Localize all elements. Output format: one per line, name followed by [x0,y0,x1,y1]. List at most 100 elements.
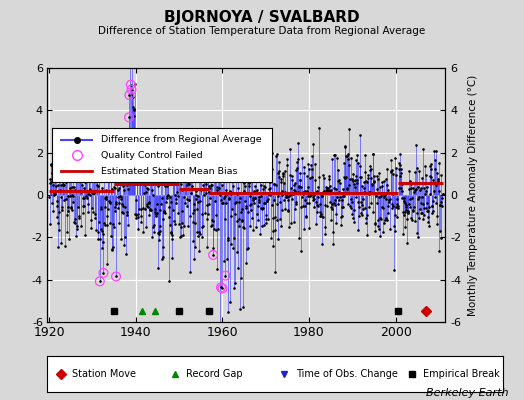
Point [342,153,350,160]
Point [361,169,369,176]
Point [279,170,288,176]
Point [245,193,254,199]
Point [385,190,393,197]
Point [60,188,68,194]
Point [97,204,105,210]
Point [218,200,226,206]
Point [148,146,156,152]
Point [331,151,339,158]
Point [112,198,120,205]
Point [141,180,149,186]
Point [203,244,211,250]
Point [93,166,102,172]
Point [308,166,316,172]
Point [407,185,416,192]
Point [158,256,167,262]
Point [117,208,126,215]
Point [136,136,144,142]
Point [372,190,380,197]
Point [105,199,114,205]
Point [227,206,236,213]
Point [233,248,241,255]
Point [332,210,340,217]
Point [199,186,207,193]
Point [70,184,79,190]
Point [250,188,258,194]
Point [403,240,411,246]
Point [140,206,149,212]
Point [400,195,409,201]
Point [147,179,155,185]
Point [150,229,158,236]
Point [283,162,291,168]
Point [125,92,134,98]
Point [215,156,223,163]
Point [402,204,411,210]
Point [396,151,405,157]
Point [59,181,68,188]
Point [353,176,362,183]
Point [422,188,430,194]
Point [318,241,326,247]
Point [201,210,209,216]
Point [411,169,419,175]
Point [231,200,239,207]
Point [114,185,123,191]
Point [304,200,313,206]
Point [135,175,144,182]
Point [362,215,370,221]
Point [286,192,294,198]
Point [158,175,166,182]
Point [84,191,92,198]
Point [242,205,250,211]
Point [183,181,192,188]
Point [378,178,387,185]
Point [85,157,94,163]
Point [91,215,100,221]
Point [59,182,67,189]
Point [106,220,114,226]
Point [296,177,304,183]
Point [365,204,374,210]
Point [91,211,99,217]
Point [356,163,365,169]
Point [385,197,394,204]
Point [359,189,368,195]
Point [410,180,419,186]
Point [349,215,357,221]
Point [355,174,364,180]
Point [271,226,280,233]
Point [262,212,270,218]
Point [327,187,335,193]
Point [255,230,264,237]
Point [302,213,310,220]
Point [209,252,217,258]
Point [404,208,412,215]
Point [241,183,249,189]
Point [119,242,128,248]
Point [95,219,104,226]
Point [236,194,244,201]
Point [379,191,388,197]
Point [309,141,317,147]
Point [213,183,222,190]
Text: BJORNOYA / SVALBARD: BJORNOYA / SVALBARD [164,10,360,25]
Point [138,229,147,235]
Point [422,184,431,190]
Point [191,163,199,170]
Point [427,174,435,180]
Point [59,152,67,158]
Point [420,211,428,218]
Point [243,156,251,163]
Point [187,163,195,169]
Point [271,269,279,276]
Point [122,212,130,219]
Point [386,226,394,232]
Point [233,191,242,197]
Point [372,192,380,199]
Point [178,220,186,226]
Point [411,187,420,193]
Point [46,176,54,182]
Point [436,202,444,208]
Point [217,284,225,291]
